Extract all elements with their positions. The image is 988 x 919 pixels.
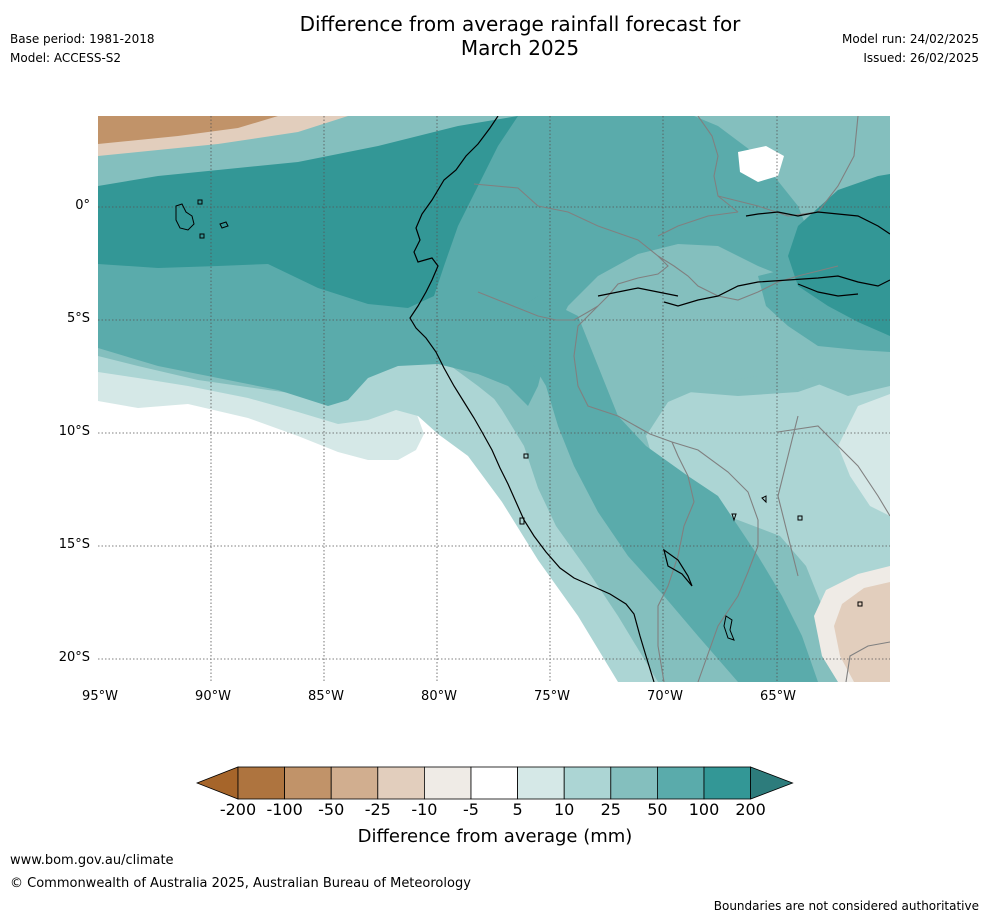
lon-tick-90w: 90°W <box>195 689 231 704</box>
colorbar <box>196 766 794 800</box>
colorbar-extend-high <box>750 766 794 800</box>
colorbar-tick-label: -5 <box>463 800 479 819</box>
colorbar-tick-label: -50 <box>318 800 345 819</box>
lon-tick-80w: 80°W <box>421 689 457 704</box>
model-text: Model: ACCESS-S2 <box>10 51 122 65</box>
copyright-text: © Commonwealth of Australia 2025, Austra… <box>10 876 471 891</box>
lon-tick-65w: 65°W <box>760 689 796 704</box>
anomaly-field-minus-southeast-mid <box>834 582 890 682</box>
lat-tick-15s: 15°S <box>58 537 90 552</box>
map-canvas <box>98 116 890 682</box>
colorbar-cell <box>423 766 472 800</box>
lon-tick-75w: 75°W <box>534 689 570 704</box>
anomaly-field-100-200-amazon <box>788 174 890 336</box>
map-title: Difference from average rainfall forecas… <box>0 12 988 60</box>
anomaly-field-near-zero <box>98 368 644 682</box>
colorbar-title: Difference from average (mm) <box>357 826 633 847</box>
colorbar-tick-label: 25 <box>600 800 621 819</box>
base-period-text: Base period: 1981-2018 <box>10 32 155 46</box>
colorbar-extend-low <box>196 766 239 800</box>
colorbar-cell <box>703 766 751 800</box>
colorbar-tick-label: 10 <box>554 800 575 819</box>
colorbar-cell <box>517 766 565 800</box>
title-line-2: March 2025 <box>460 36 580 60</box>
graticule <box>98 116 890 682</box>
colorbar-cell <box>610 766 658 800</box>
colorbar-tick-label: -10 <box>411 800 438 819</box>
colorbar-tick-label: 200 <box>735 800 766 819</box>
title-line-1: Difference from average rainfall forecas… <box>299 12 741 36</box>
colorbar-cell <box>284 766 332 800</box>
bom-url-link[interactable]: www.bom.gov.au/climate <box>10 853 174 868</box>
colorbar-tick-label: -100 <box>266 800 303 819</box>
colorbar-cell <box>330 766 379 800</box>
lon-tick-85w: 85°W <box>308 689 344 704</box>
colorbar-cell <box>470 766 518 800</box>
colorbar-cell <box>563 766 612 800</box>
galapagos-islands <box>175 199 229 239</box>
rainfall-map <box>98 116 890 682</box>
colorbar-cells <box>196 766 794 800</box>
disclaimer-text: Boundaries are not considered authoritat… <box>713 899 979 913</box>
coastline <box>409 116 890 682</box>
colorbar-tick-label: -200 <box>219 800 257 819</box>
colorbar-cell <box>377 766 425 800</box>
anomaly-field-white-inset <box>738 146 784 182</box>
colorbar-cell <box>237 766 285 800</box>
lon-tick-70w: 70°W <box>647 689 683 704</box>
issued-text: Issued: 26/02/2025 <box>863 51 979 65</box>
colorbar-tick-label: -25 <box>364 800 391 819</box>
lon-tick-95w: 95°W <box>82 689 118 704</box>
lake-features <box>519 453 863 641</box>
colorbar-tick-label: 50 <box>647 800 668 819</box>
colorbar-cell <box>656 766 705 800</box>
country-borders <box>473 116 890 682</box>
lat-tick-0: 0° <box>75 198 90 213</box>
anomaly-field-100-200 <box>98 116 518 308</box>
anomaly-field-minus-north-strong <box>98 116 278 144</box>
colorbar-tick-label: 5 <box>512 800 523 819</box>
lat-tick-10s: 10°S <box>58 424 90 439</box>
colorbar-tick-label: 100 <box>688 800 720 819</box>
model-run-text: Model run: 24/02/2025 <box>841 32 979 46</box>
lat-tick-5s: 5°S <box>66 311 90 326</box>
lat-tick-20s: 20°S <box>58 650 90 665</box>
anomaly-field-50-100-south <box>508 296 818 682</box>
